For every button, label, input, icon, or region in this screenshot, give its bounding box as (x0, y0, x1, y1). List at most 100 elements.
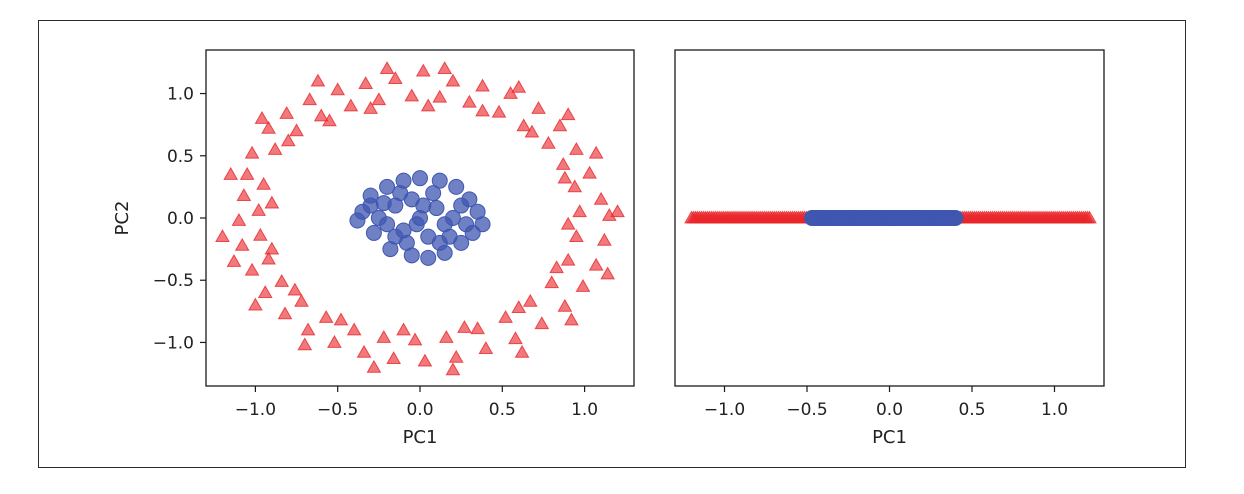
triangle-point (478, 341, 494, 355)
triangle-point (387, 71, 403, 84)
triangle-point (261, 120, 276, 134)
left-scatter-plot: −1.0 −0.5 0.0 0.5 1.0 −1.0 −0.5 0.0 0.5 1.0 PC1 PC2 (112, 49, 635, 448)
triangle-point (534, 316, 550, 330)
triangle-point (256, 176, 271, 190)
triangle-point (239, 166, 255, 180)
circle-point (412, 170, 428, 187)
triangle-point (516, 118, 532, 132)
triangle-point (445, 362, 461, 376)
circle-point (431, 172, 448, 189)
circle-point (379, 178, 396, 195)
triangle-point (396, 322, 411, 336)
triangle-point (503, 86, 518, 99)
triangle-point (251, 203, 267, 216)
x-tick-label: −1.0 (704, 400, 745, 420)
triangle-point (287, 282, 303, 296)
triangle-point (415, 63, 431, 77)
triangle-point (330, 82, 346, 96)
circle-point (408, 216, 425, 233)
triangle-point (261, 251, 276, 265)
triangle-point (462, 94, 477, 108)
triangle-point (610, 204, 625, 218)
triangle-point (264, 195, 280, 209)
triangle-point (470, 321, 485, 335)
triangle-point (327, 334, 342, 348)
triangle-point (569, 142, 584, 155)
triangle-point (417, 353, 433, 367)
triangle-point (376, 329, 392, 343)
triangle-point (226, 254, 242, 267)
triangle-point (379, 61, 395, 75)
circle-point (379, 216, 396, 233)
x-tick-label: 0.5 (489, 400, 516, 420)
x-tick-label: 1.0 (1041, 400, 1068, 420)
triangle-point (511, 300, 527, 313)
triangle-point (567, 179, 583, 193)
triangle-point (404, 88, 420, 102)
triangle-point (557, 170, 573, 184)
circle-point (431, 234, 448, 251)
triangle-point (366, 359, 382, 373)
triangle-point (541, 135, 556, 149)
y-tick-label: 0.5 (167, 147, 194, 167)
triangle-point (420, 98, 436, 112)
triangle-point (575, 278, 591, 292)
triangle-point (223, 166, 239, 180)
triangle-point (491, 104, 507, 118)
triangle-point (569, 229, 584, 243)
triangle-point (457, 320, 472, 333)
x-tick-label: 0.0 (876, 400, 903, 420)
x-tick-label: 1.0 (571, 400, 598, 420)
x-tick-label: −1.0 (235, 400, 276, 420)
triangle-point (508, 331, 523, 345)
x-tick-label: 0.5 (958, 400, 985, 420)
triangle-point (597, 232, 612, 246)
triangle-point (511, 79, 527, 93)
triangle-point (289, 123, 304, 137)
points-layer (215, 61, 625, 376)
y-tick-label: −0.5 (153, 271, 194, 291)
x-axis-label: PC1 (872, 427, 907, 448)
circle-point (458, 216, 475, 233)
triangle-point (560, 107, 576, 121)
circle-point (428, 200, 445, 217)
y-axis-label: PC2 (112, 201, 133, 236)
triangle-point (236, 188, 252, 201)
triangle-point (244, 262, 260, 276)
triangle-point (318, 310, 334, 323)
triangle-point (582, 165, 597, 179)
triangle-point (371, 92, 387, 106)
triangle-point (277, 306, 293, 320)
triangle-point (297, 337, 313, 351)
triangle-point (1082, 210, 1097, 224)
points-layer (684, 210, 1097, 226)
right-scatter-plot: −1.0 −0.5 0.0 0.5 1.0 PC1 (674, 49, 1105, 448)
triangle-point (475, 78, 490, 92)
triangle-point (310, 73, 326, 87)
circle-point (362, 197, 379, 214)
triangle-point (244, 145, 260, 159)
triangle-point (572, 204, 588, 218)
triangle-point (356, 344, 372, 358)
circle-point (365, 224, 382, 241)
triangle-point (302, 92, 318, 106)
triangle-point (294, 293, 309, 307)
triangle-point (445, 73, 461, 87)
triangle-point (254, 110, 270, 124)
circle-point (425, 185, 442, 202)
triangle-point (274, 273, 290, 287)
x-tick-label: −0.5 (317, 400, 358, 420)
circle-point (415, 197, 432, 214)
triangle-point (531, 100, 546, 114)
triangle-point (343, 98, 359, 112)
triangle-point (386, 351, 402, 364)
circle-point (444, 210, 461, 226)
triangle-point (544, 275, 560, 289)
triangle-point (448, 349, 464, 363)
x-axis-label: PC1 (403, 427, 438, 448)
triangle-point (588, 145, 604, 159)
triangle-point (524, 124, 540, 138)
triangle-point (313, 108, 329, 122)
triangle-point (498, 310, 513, 323)
